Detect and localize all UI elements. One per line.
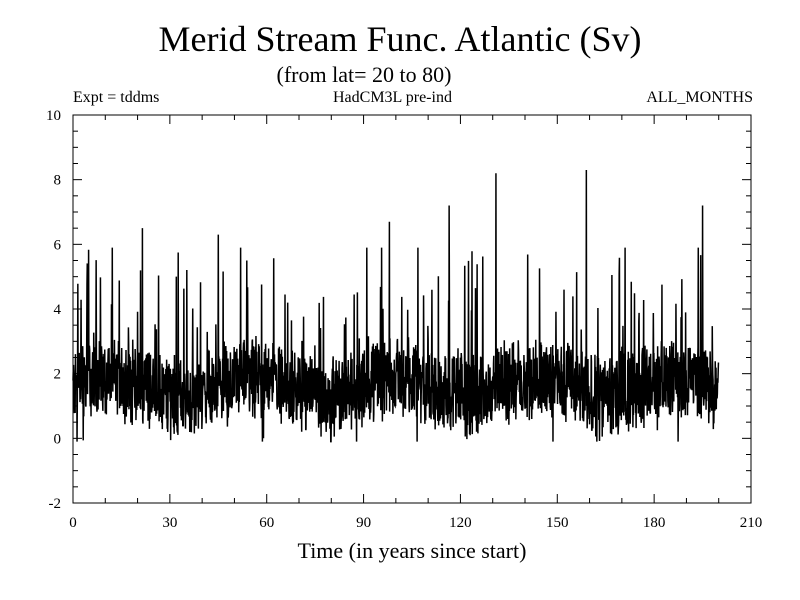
experiment-label: Expt = tddms xyxy=(73,89,160,106)
plot-frame xyxy=(72,114,752,504)
chart-subtitle: (from lat= 20 to 80) xyxy=(276,62,452,87)
ticks-layer xyxy=(72,114,752,504)
model-label: HadCM3L pre-ind xyxy=(333,89,452,106)
tick-labels-layer: 0 30 60 90 120 150 180 210 -2 0 2 4 6 8 10 xyxy=(46,108,762,531)
y-tick-label: 8 xyxy=(54,173,62,189)
y-tick-label: 2 xyxy=(54,367,62,383)
y-tick-label: 6 xyxy=(54,237,62,253)
x-axis-label: Time (in years since start) xyxy=(297,538,527,563)
series-line-msf-atlantic xyxy=(72,169,720,443)
x-tick-label: 150 xyxy=(546,515,569,531)
y-tick-label: 4 xyxy=(54,302,62,318)
months-label: ALL_MONTHS xyxy=(646,89,753,106)
x-tick-label: 90 xyxy=(356,515,371,531)
chart-title: Merid Stream Func. Atlantic (Sv) xyxy=(158,19,642,59)
y-tick-label: 0 xyxy=(54,431,62,447)
x-tick-label: 30 xyxy=(162,515,177,531)
x-tick-label: 60 xyxy=(259,515,274,531)
y-tick-label: 10 xyxy=(46,108,61,124)
x-tick-label: 210 xyxy=(740,515,763,531)
x-tick-label: 120 xyxy=(449,515,472,531)
x-tick-label: 0 xyxy=(69,515,77,531)
x-tick-label: 180 xyxy=(643,515,666,531)
y-tick-label: -2 xyxy=(49,496,62,512)
